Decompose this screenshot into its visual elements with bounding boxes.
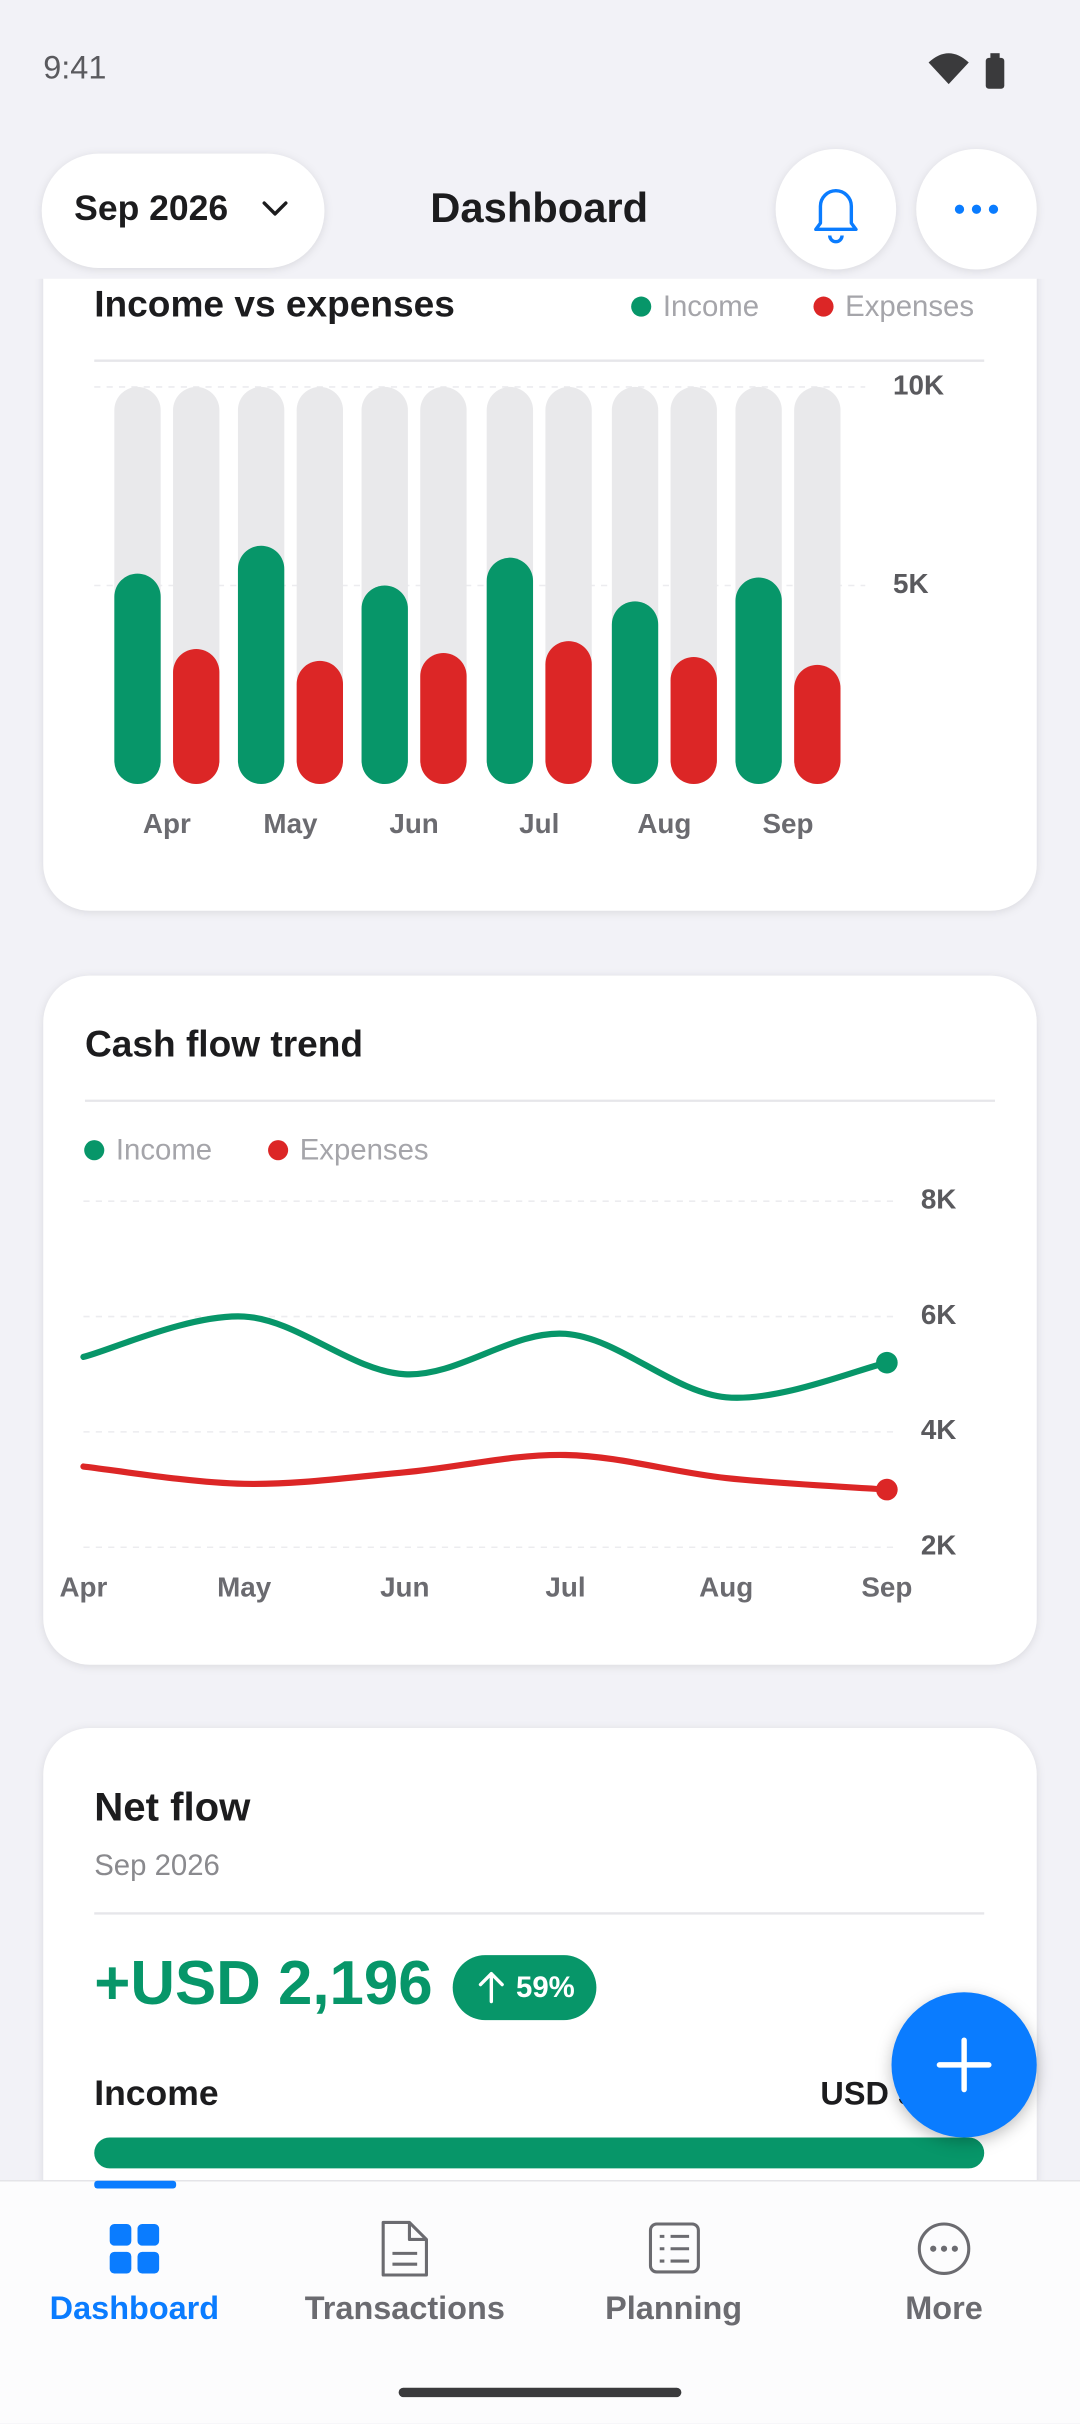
bar [670,656,717,785]
x-tick-label: May [263,808,318,839]
change-value: 59% [516,1971,575,2004]
line [80,1313,890,1401]
x-tick-label: Aug [699,1571,753,1602]
nav-label: Planning [605,2290,742,2326]
nav-planning[interactable]: Planning [605,2222,742,2326]
bar [794,664,841,785]
y-tick-label: 8K [921,1184,957,1215]
x-tick-label: Apr [59,1571,107,1602]
nav-label: Dashboard [50,2290,219,2326]
bar-chart: Income vs expenses 5K 10K Apr May Jun Jul Aug S… [94,282,985,839]
income-progress-bar [94,2137,985,2169]
up-arrow-icon [478,1972,504,2004]
bar [361,585,408,785]
income-expenses-card [43,216,1037,911]
bar [114,573,161,785]
period-selector[interactable] [41,153,325,268]
y-tick-label: 4K [921,1414,957,1445]
y-tick-label: 2K [921,1530,957,1561]
chart-title: Cash flow trend [85,1022,363,1064]
dot-icon [954,204,965,214]
legend-label: Expenses [845,290,974,323]
y-tick-label: 6K [921,1299,957,1330]
bar [237,545,285,785]
dot-icon [988,204,999,214]
list-icon [648,2222,700,2274]
x-tick-label: Jul [519,808,559,839]
active-indicator [94,2180,177,2189]
net-flow-title: Net flow [94,1785,251,1830]
page-title: Dashboard [430,184,648,231]
battery-icon [985,57,1005,89]
y-tick-label: 10K [893,369,944,400]
bar [296,660,344,785]
line-chart: Cash flow trend 2K 4K 6K 8K Apr May Jun Jul Aug S… [59,1022,996,1602]
bottom-nav [0,2180,1080,2424]
end-point [876,1478,898,1501]
nav-label: More [905,2290,983,2326]
more-icon [917,2222,971,2276]
home-indicator [398,2387,682,2398]
wifi-icon [928,53,969,85]
icon-square [137,2251,160,2274]
legend-label: Income [663,290,759,323]
nav-transactions[interactable]: Transactions [305,2220,505,2326]
plus-icon [936,2037,992,2093]
bar [611,601,659,785]
bar [420,652,467,785]
period-label: Sep 2026 [74,188,228,228]
net-flow-period: Sep 2026 [94,1849,220,1882]
legend-label: Income [116,1133,212,1166]
nav-dashboard[interactable]: Dashboard [50,2224,219,2326]
chart-title: Income vs expenses [94,282,455,324]
legend-swatch [813,296,834,317]
y-tick-label: 5K [893,568,929,599]
x-tick-label: Jun [380,1571,429,1602]
x-tick-label: Aug [637,808,691,839]
x-tick-label: Sep [861,1571,912,1602]
change-badge [452,1955,597,2021]
icon-square [109,2224,132,2246]
x-tick-label: Jul [545,1571,585,1602]
list-lines [659,2234,690,2263]
legend-swatch [84,1140,105,1161]
legend-label: Expenses [300,1133,429,1166]
bell-icon [814,189,858,244]
nav-label: Transactions [305,2290,505,2326]
dot-icon [940,2245,948,2252]
line [80,1451,890,1493]
x-tick-label: Sep [762,808,813,839]
bar [173,649,220,785]
bar [735,577,782,785]
chevron-icon [262,201,288,216]
x-tick-label: Jun [389,808,438,839]
bar [486,557,534,785]
end-point [876,1351,898,1374]
x-tick-label: May [217,1571,272,1602]
document-icon [381,2220,428,2277]
income-label: Income [94,2073,218,2113]
notifications-button[interactable] [775,148,897,270]
icon-square [137,2224,160,2246]
legend-swatch [631,296,652,317]
nav-more[interactable]: More [905,2222,983,2326]
x-tick-label: Apr [143,808,191,839]
dot-icon [971,204,982,214]
battery-tip [990,53,1000,60]
dot-icon [951,2245,958,2252]
legend-swatch [268,1140,289,1161]
dot-icon [930,2245,937,2252]
status-time: 9:41 [43,50,106,86]
cash-flow-card [43,975,1037,1665]
net-flow-amount: +USD 2,196 [94,1949,432,2018]
bar [545,641,592,785]
icon-square [109,2251,132,2274]
